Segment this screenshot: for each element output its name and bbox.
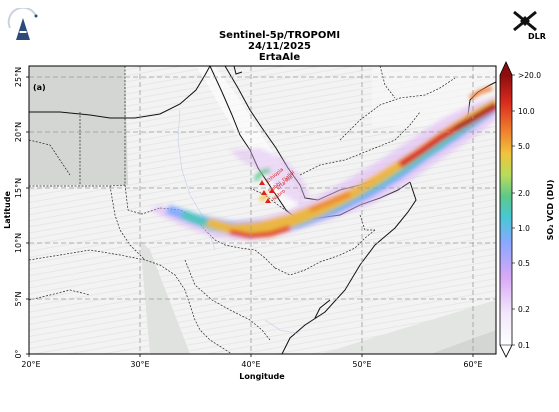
y-tick-label: 5°N xyxy=(14,291,23,306)
volcano-markers xyxy=(259,180,275,203)
colorbar-tick-label: 0.1 xyxy=(518,341,530,350)
map-title-line2: 24/11/2025 xyxy=(248,41,311,52)
y-tick-label: 25°N xyxy=(14,67,23,87)
colorbar-gradient xyxy=(500,75,512,345)
x-tick-label: 40°E xyxy=(241,360,260,369)
gridlines xyxy=(29,66,496,354)
colorbar-max-arrow xyxy=(500,62,512,75)
colorbar: >20.0 10.0 5.0 2.0 1.0 0.5 0.2 0.1 SO₂ V… xyxy=(499,61,555,358)
x-tick-label: 30°E xyxy=(130,360,149,369)
volcano-marker xyxy=(259,180,265,185)
plot-frame xyxy=(28,65,497,355)
x-axis xyxy=(28,354,474,357)
y-tick-label: 10°N xyxy=(14,233,23,253)
colorbar-tick-label: 0.2 xyxy=(518,305,530,314)
agency-logo-icon xyxy=(6,6,44,44)
colorbar-tick-label: >20.0 xyxy=(518,71,541,80)
colorbar-tick-label: 5.0 xyxy=(518,142,530,151)
colorbar-tick-label: 10.0 xyxy=(518,107,535,116)
volcano-marker xyxy=(269,188,275,193)
y-tick-label: 20°N xyxy=(14,122,23,142)
colorbar-tick-label: 2.0 xyxy=(518,189,530,198)
y-axis xyxy=(26,76,29,355)
y-tick-label: 15°N xyxy=(14,178,23,198)
x-axis-title: Longitude xyxy=(239,372,285,381)
colorbar-title: SO₂ VCD (DU) xyxy=(546,180,555,241)
dlr-logo-text: DLR xyxy=(528,32,546,41)
x-tick-label: 60°E xyxy=(463,360,482,369)
volcano-marker xyxy=(261,190,267,195)
nodata-region-west xyxy=(29,66,128,185)
panel-label: (a) xyxy=(33,83,46,92)
dlr-logo-icon: DLR xyxy=(506,10,550,44)
nodata-strip xyxy=(140,240,190,354)
x-tick-label: 20°E xyxy=(21,360,40,369)
colorbar-tick-label: 0.5 xyxy=(518,259,530,268)
volcano-marker xyxy=(265,198,271,203)
x-tick-label: 50°E xyxy=(352,360,371,369)
map-title-line3: ErtaAle xyxy=(258,52,301,63)
map-title-line1: Sentinel-5p/TROPOMI xyxy=(218,30,341,41)
colorbar-tick-label: 1.0 xyxy=(518,224,530,233)
so2-plume xyxy=(150,86,496,240)
y-tick-label: 0° xyxy=(14,349,23,358)
colorbar-min-arrow xyxy=(499,344,513,358)
y-axis-title: Latitude xyxy=(3,191,12,229)
